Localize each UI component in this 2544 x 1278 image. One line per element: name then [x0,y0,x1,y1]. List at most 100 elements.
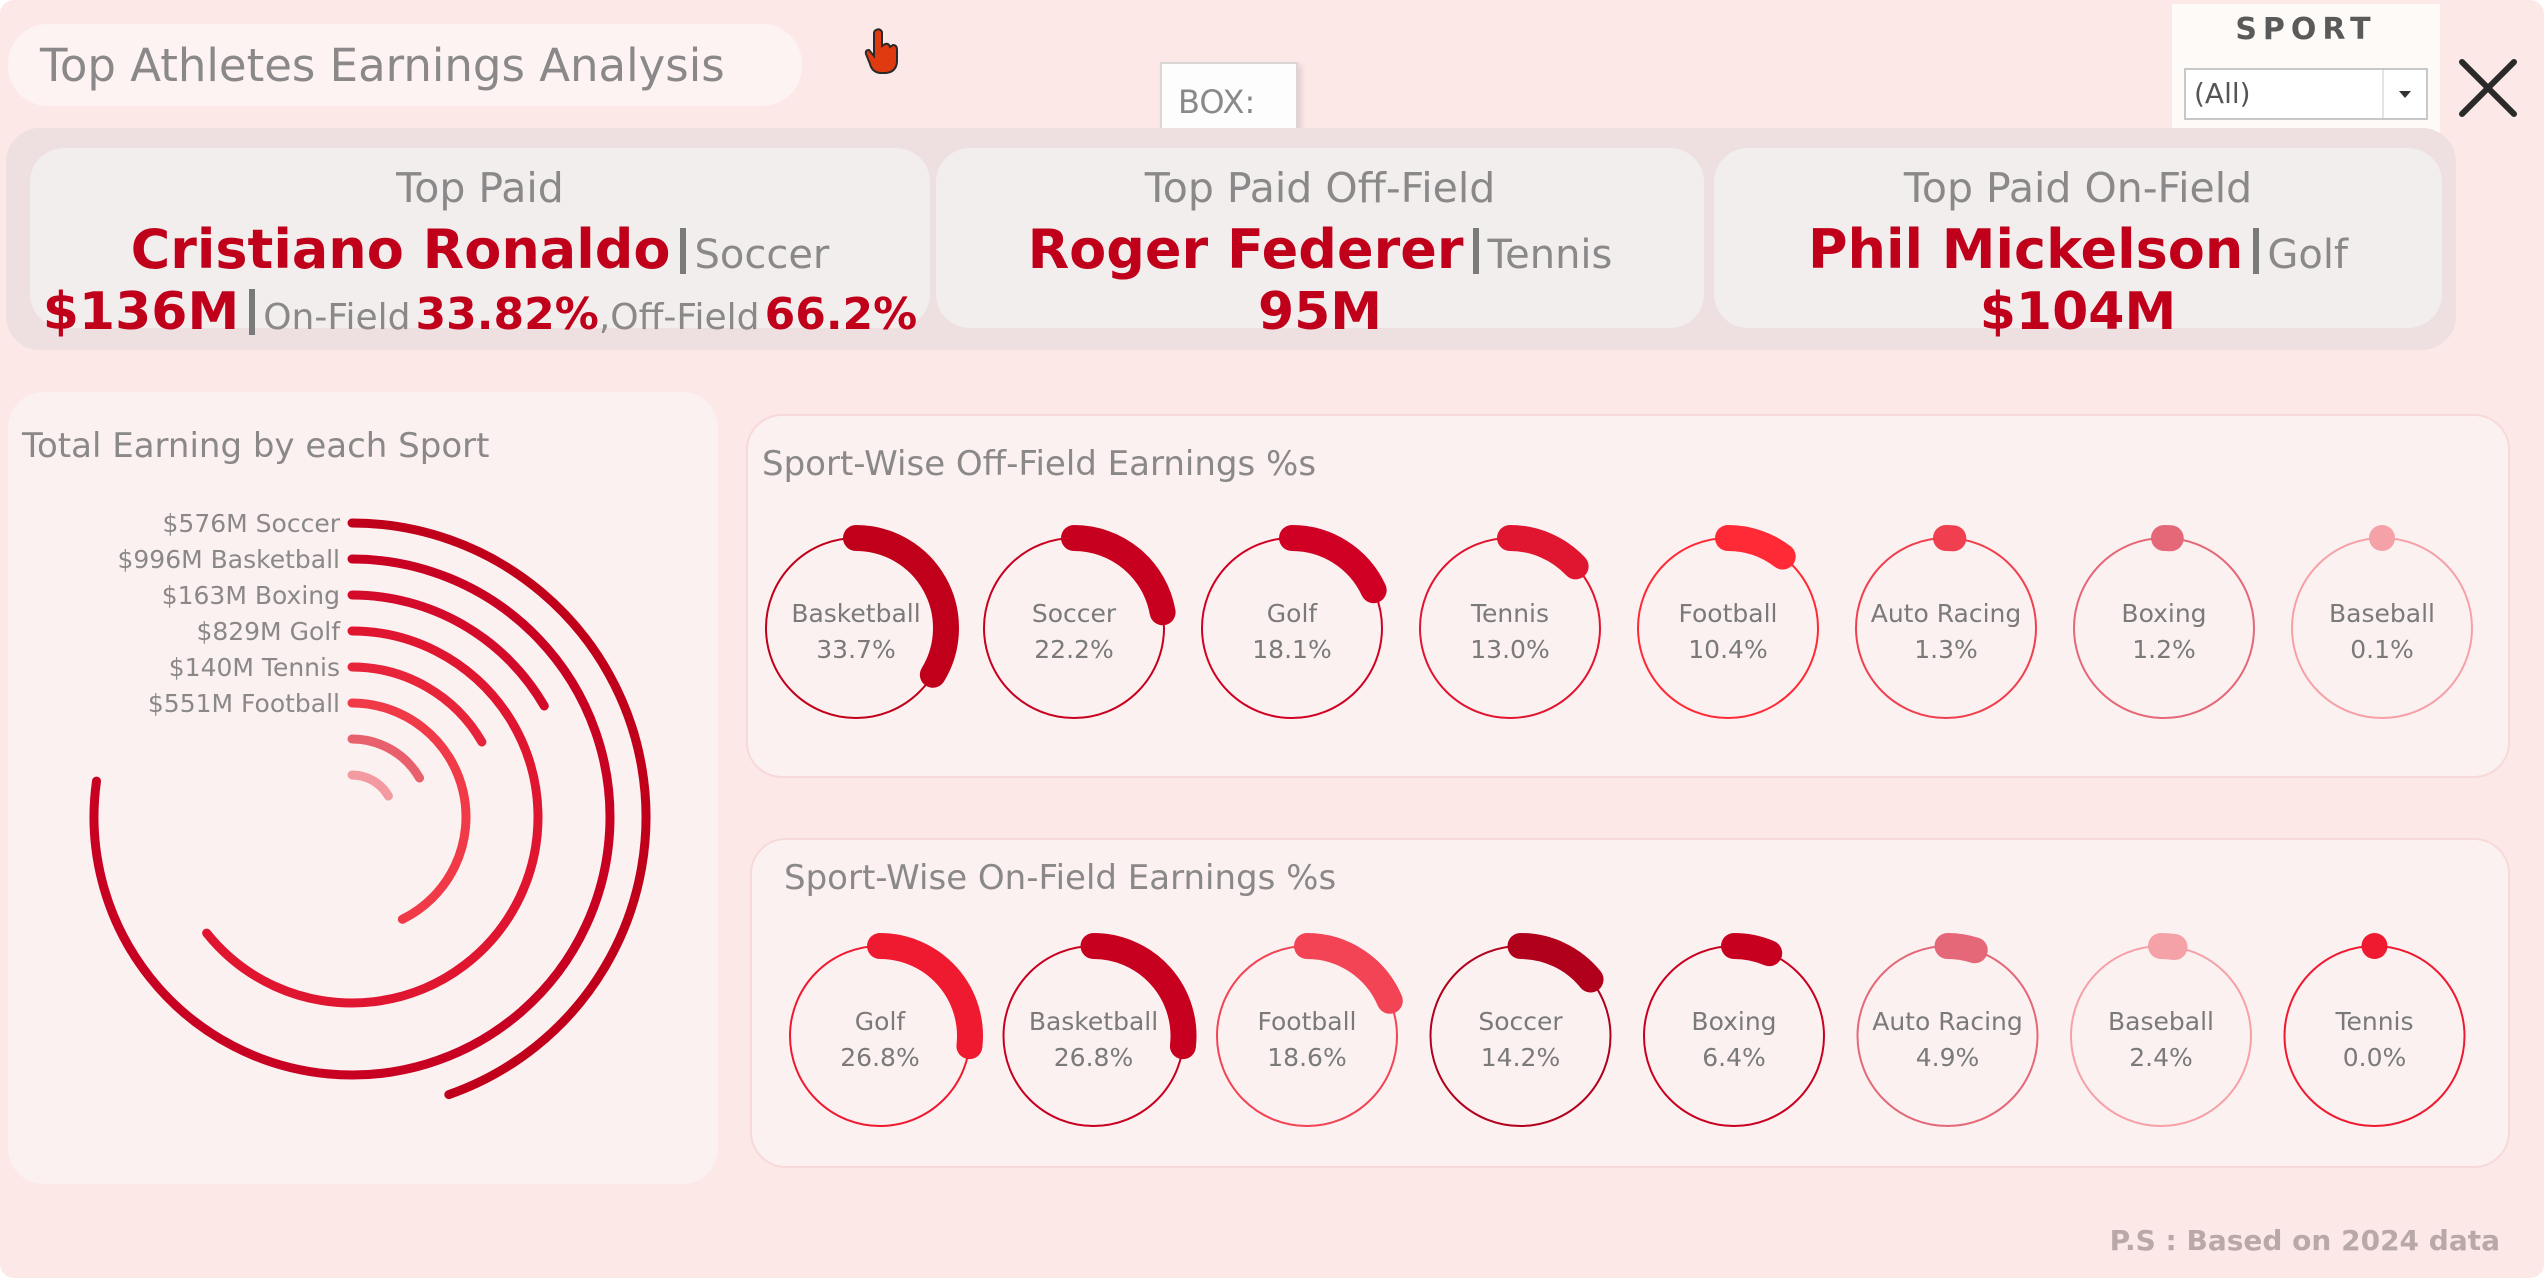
offfield-title: Sport-Wise Off-Field Earnings %s [762,444,1317,484]
gauge-ring [2073,537,2255,719]
gauge-baseball[interactable]: Baseball 2.4% [2070,932,2252,1127]
kpi-sport: Soccer [694,232,830,278]
gauge-basketball[interactable]: Basketball 33.7% [765,525,959,719]
gauge-value: 2.4% [2129,1043,2193,1072]
gauge-value: 13.0% [1470,635,1549,664]
kpi-sport: Golf [2267,232,2349,278]
dashboard-title-text: Top Athletes Earnings Analysis [40,38,725,92]
hand-cursor-icon [864,28,898,74]
gauge-value: 0.1% [2350,635,2414,664]
gauge-boxing[interactable]: Boxing 1.2% [2073,525,2255,719]
offfield-gauge-chart: Basketball 33.7% Soccer 22.2% Golf 18.1% Tenni… [765,525,2473,719]
gauge-category: Basketball [1029,1007,1158,1036]
kpi-title: Top Paid On-Field [1903,164,2253,212]
gauge-category: Soccer [1032,599,1117,628]
gauge-basketball[interactable]: Basketball 26.8% [1002,933,1197,1127]
gauge-category: Tennis [1470,599,1549,628]
gauge-ring [1855,537,2037,719]
footnote: P.S : Based on 2024 data [2109,1224,2500,1257]
kpi-separator [1473,228,1480,274]
kpi-earnings: $136M [42,282,240,342]
gauge-ring [2070,945,2252,1127]
kpi-athlete-name: Roger Federer [1027,218,1464,281]
radial-bar-baseball[interactable] [347,770,393,801]
gauge-arc [1721,933,1783,967]
gauge-ring [2283,945,2466,1127]
sport-filter-select[interactable]: (All) [2184,68,2428,120]
gauge-tennis[interactable]: Tennis 13.0% [1419,525,1601,719]
radial-label: $551M Football [148,689,340,718]
kpi-offfield-pct: 66.2% [764,289,918,340]
gauge-arc [2369,525,2395,551]
gauge-golf[interactable]: Golf 26.8% [789,933,983,1127]
gauge-category: Auto Racing [1871,599,2022,628]
gauge-arc [1080,933,1197,1060]
gauge-value: 1.2% [2132,635,2196,664]
gauge-arc [867,933,983,1060]
kpi-top-paid: Top Paid Cristiano Ronaldo Soccer $136M On… [30,148,930,340]
gauge-value: 33.7% [816,635,895,664]
gauge-arc [1934,933,1988,964]
sport-filter-value: (All) [2194,77,2251,110]
kpi-top-paid-off-field: Top Paid Off-Field Roger Federer Tennis 9… [936,148,1704,340]
kpi-separator [680,228,687,274]
gauge-auto-racing[interactable]: Auto Racing 1.3% [1855,525,2037,719]
dropdown-caret-icon[interactable] [2382,70,2426,118]
gauge-category: Golf [855,1007,907,1036]
gauge-football[interactable]: Football 18.6% [1216,933,1403,1127]
gauge-ring [1643,945,1825,1127]
kpi-earnings: $104M [1979,282,2177,342]
gauge-soccer[interactable]: Soccer 22.2% [983,525,1176,719]
onfield-panel: Sport-Wise On-Field Earnings %s Golf 26.8… [750,838,2510,1168]
radial-bar-boxing[interactable] [347,590,549,711]
gauge-value: 22.2% [1034,635,1113,664]
gauge-tennis[interactable]: Tennis 0.0% [2283,933,2466,1127]
radial-bar-football[interactable] [347,698,471,924]
gauge-category: Soccer [1478,1007,1563,1036]
gauge-soccer[interactable]: Soccer 14.2% [1429,933,1612,1127]
gauge-category: Boxing [2121,599,2206,628]
kpi-comma: , [598,297,611,338]
dashboard-title: Top Athletes Earnings Analysis [8,24,802,106]
close-icon[interactable] [2456,56,2520,120]
kpi-athlete-name: Phil Mickelson [1807,218,2244,281]
radial-bar-basketball[interactable] [89,554,615,1080]
total-earnings-radial-chart: $576M Soccer $996M Basketball $163M Boxing… [89,509,651,1100]
gauge-football[interactable]: Football 10.4% [1637,525,1819,719]
gauge-arc [1279,525,1387,604]
gauge-value: 1.3% [1914,635,1978,664]
gauge-value: 0.0% [2343,1043,2407,1072]
kpi-title: Top Paid Off-Field [1144,164,1496,212]
gauge-golf[interactable]: Golf 18.1% [1201,525,1387,719]
sport-filter: SPORT (All) [2172,4,2440,136]
gauge-category: Baseball [2329,599,2435,628]
gauge-category: Football [1258,1007,1357,1036]
gauge-auto-racing[interactable]: Auto Racing 4.9% [1856,933,2039,1127]
kpi-athlete-name: Cristiano Ronaldo [130,218,671,281]
gauge-value: 18.1% [1252,635,1331,664]
radial-bar-golf[interactable] [202,626,543,1008]
gauge-category: Auto Racing [1872,1007,2023,1036]
gauge-category: Golf [1267,599,1319,628]
radial-bar-soccer[interactable] [347,518,651,1100]
gauge-value: 18.6% [1267,1043,1346,1072]
gauge-arc [2361,933,2388,959]
gauge-boxing[interactable]: Boxing 6.4% [1643,933,1825,1127]
gauge-baseball[interactable]: Baseball 0.1% [2291,525,2473,719]
tooltip-text: BOX: [1178,83,1256,121]
gauge-arc [2148,932,2188,961]
gauge-category: Boxing [1691,1007,1776,1036]
radial-label: $140M Tennis [169,653,340,682]
radial-bar-tennis[interactable] [347,662,487,747]
radial-bar-auto-racing[interactable] [347,734,425,783]
onfield-title: Sport-Wise On-Field Earnings %s [784,858,1337,898]
kpi-onfield-label: On-Field [263,297,411,338]
kpi-offfield-label: Off-Field [610,297,760,338]
offfield-panel: Sport-Wise Off-Field Earnings %s Basketb… [746,414,2510,778]
gauge-arc [1715,525,1796,570]
gauge-ring [1856,945,2039,1127]
kpi-band: Top Paid Cristiano Ronaldo Soccer $136M On… [6,128,2456,350]
radial-label: $576M Soccer [163,509,341,538]
gauge-arc [1061,525,1176,626]
gauge-category: Basketball [791,599,920,628]
